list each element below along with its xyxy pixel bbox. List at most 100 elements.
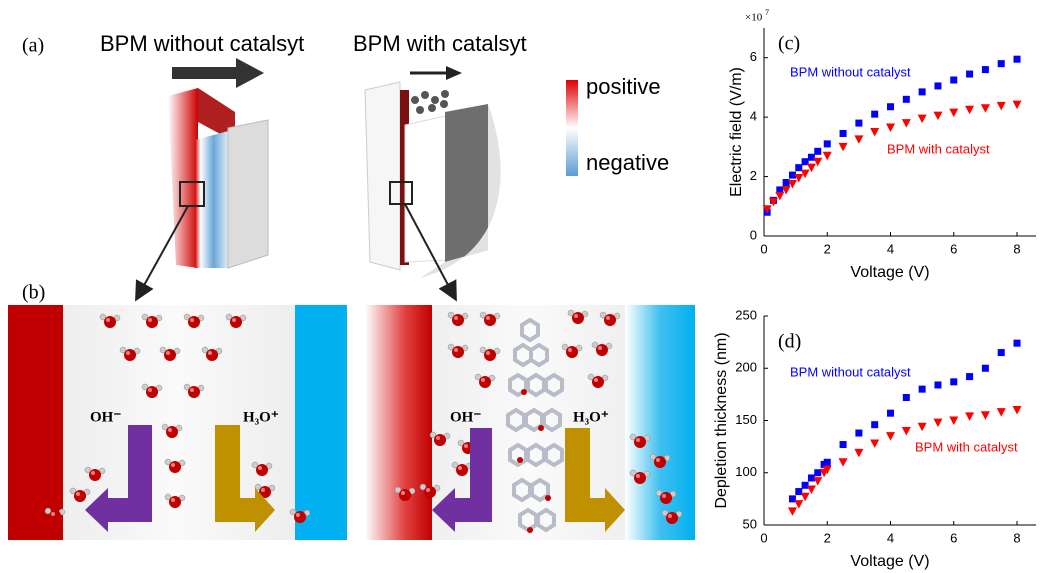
data-point (775, 191, 785, 201)
data-point (788, 171, 796, 179)
data-point (887, 103, 895, 111)
data-point (794, 174, 804, 183)
series-label: BPM without catalyst (790, 64, 911, 79)
data-point (800, 492, 810, 502)
data-point (806, 163, 816, 173)
y-tick-label: 250 (735, 307, 757, 322)
data-point (800, 169, 810, 179)
color-bar-label: negative (586, 150, 669, 175)
data-point (801, 481, 809, 489)
data-point (997, 60, 1005, 68)
data-point (870, 439, 880, 448)
data-point (980, 104, 990, 113)
data-point (966, 70, 974, 78)
data-point (901, 119, 911, 128)
data-point (788, 495, 796, 503)
arrow-head (446, 66, 462, 80)
data-point (855, 429, 863, 437)
data-point (813, 157, 823, 167)
membrane-right (364, 81, 501, 302)
data-point (854, 448, 864, 458)
data-point (823, 140, 831, 148)
y-tick-label: 0 (750, 227, 757, 242)
ion-label: H₃O⁺ (243, 409, 279, 425)
data-point (981, 364, 989, 372)
data-point (807, 474, 815, 482)
y-multiplier: ×10 (745, 12, 763, 24)
data-point (949, 108, 959, 118)
x-tick-label: 6 (950, 241, 957, 256)
data-point (871, 110, 879, 118)
ion-label: OH⁻ (90, 409, 121, 425)
data-point (762, 205, 772, 214)
data-point (933, 418, 943, 428)
data-point (854, 135, 864, 144)
data-point (966, 373, 974, 381)
data-point (918, 88, 926, 96)
x-tick-label: 2 (824, 530, 831, 545)
x-axis-title: Voltage (V) (850, 264, 929, 281)
y-tick-label: 50 (743, 516, 757, 531)
panel-label: (d) (778, 331, 801, 353)
y-tick-label: 150 (735, 412, 757, 427)
data-point (776, 186, 784, 194)
data-point (807, 153, 815, 161)
data-point (814, 469, 822, 477)
data-point (886, 432, 896, 441)
data-point (1013, 339, 1021, 347)
x-axis-title: Voltage (V) (850, 553, 929, 570)
data-point (887, 409, 895, 417)
data-point (795, 488, 803, 496)
x-tick-label: 8 (1013, 530, 1020, 545)
x-tick-label: 6 (950, 530, 957, 545)
data-point (823, 458, 831, 466)
data-point (795, 164, 803, 172)
data-point (839, 129, 847, 137)
data-point (886, 123, 896, 133)
x-tick-label: 8 (1013, 241, 1020, 256)
data-point (918, 385, 926, 393)
x-tick-label: 0 (760, 530, 767, 545)
data-point (949, 416, 959, 425)
data-point (902, 95, 910, 103)
x-tick-label: 2 (824, 241, 831, 256)
data-point (787, 507, 797, 516)
data-point (781, 185, 791, 195)
data-point (814, 147, 822, 155)
panel-label: (a) (22, 35, 44, 57)
data-point (1012, 406, 1022, 415)
data-point (813, 477, 823, 486)
data-point (794, 500, 804, 509)
series-label: BPM without catalyst (790, 364, 911, 379)
data-point (822, 465, 832, 475)
y-tick-label: 2 (750, 168, 757, 183)
ion-label: H₃O⁺ (573, 409, 609, 425)
data-point (980, 411, 990, 420)
data-point (768, 197, 778, 207)
scheme-right (365, 305, 695, 540)
y-tick-label: 4 (750, 109, 757, 124)
panel-label: (c) (778, 33, 800, 55)
data-point (950, 76, 958, 84)
data-point (838, 142, 848, 152)
panel-label: (b) (22, 282, 45, 304)
data-point (822, 151, 832, 161)
series-label: BPM with catalyst (915, 439, 1018, 454)
series-label: BPM with catalyst (887, 141, 990, 156)
data-point (996, 101, 1006, 111)
data-point (917, 422, 927, 432)
data-point (806, 485, 816, 494)
title: BPM with catalsyt (353, 31, 527, 56)
data-point (981, 66, 989, 74)
data-point (901, 426, 911, 436)
y-tick-label: 100 (735, 464, 757, 479)
data-point (839, 441, 847, 449)
scheme-left (8, 305, 347, 540)
data-point (933, 111, 943, 121)
data-point (838, 458, 848, 467)
y-tick-label: 200 (735, 360, 757, 375)
y-axis-title: Depletion thickness (nm) (713, 332, 730, 508)
data-point (902, 394, 910, 402)
data-point (965, 412, 975, 421)
